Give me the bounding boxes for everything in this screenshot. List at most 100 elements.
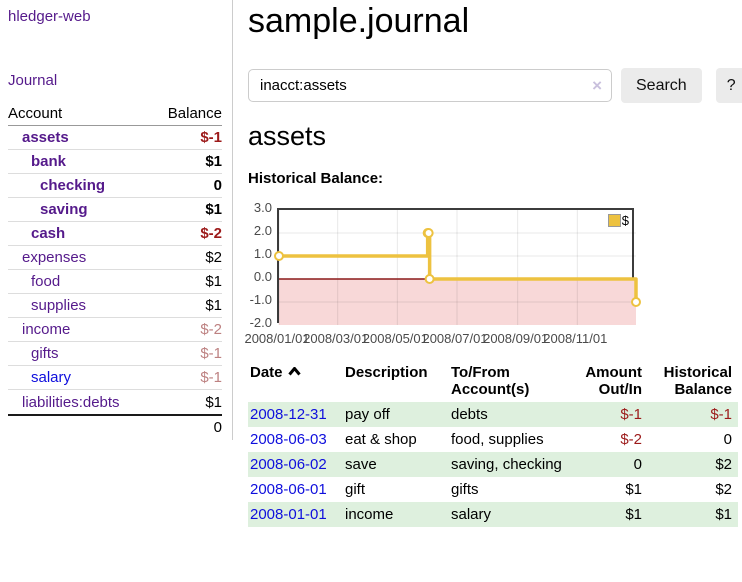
account-link-checking[interactable]: checking <box>40 177 106 194</box>
account-row: expenses $2 <box>8 246 222 270</box>
x-axis-tick-label: 2008/11/01 <box>543 331 608 346</box>
account-row: gifts $-1 <box>8 342 222 366</box>
search-bar: × Search ? <box>248 68 742 103</box>
account-balance: $2 <box>205 249 222 266</box>
transaction-accounts: food, supplies <box>451 431 544 448</box>
transaction-date-link[interactable]: 2008-06-01 <box>250 481 327 498</box>
account-link-liabilities-debts[interactable]: liabilities:debts <box>22 393 120 411</box>
y-axis-tick-label: -1.0 <box>249 292 272 307</box>
transaction-description: eat & shop <box>345 431 417 448</box>
chart-title: Historical Balance: <box>248 170 384 187</box>
account-row: assets $-1 <box>8 126 222 150</box>
transaction-date-link[interactable]: 2008-06-03 <box>250 431 327 448</box>
account-balance: $-2 <box>200 321 222 338</box>
account-link-gifts[interactable]: gifts <box>31 345 59 362</box>
y-axis-tick-label: 1.0 <box>253 246 272 261</box>
search-button[interactable]: Search <box>621 68 702 103</box>
account-link-expenses[interactable]: expenses <box>22 249 87 266</box>
date-column-header[interactable]: Date <box>248 362 345 402</box>
clear-search-icon[interactable]: × <box>592 76 602 95</box>
transaction-accounts: debts <box>451 406 488 423</box>
sort-ascending-icon <box>287 366 301 376</box>
transaction-row: 2008-06-02 save saving, checking 0 $2 <box>248 452 738 477</box>
description-column-header: Description <box>345 364 428 381</box>
transactions-header-row: Date Description To/From Account(s) Amou… <box>248 362 738 402</box>
account-link-assets[interactable]: assets <box>22 129 69 146</box>
account-link-income[interactable]: income <box>22 321 71 338</box>
app-title-link[interactable]: hledger-web <box>8 8 91 25</box>
transaction-date-link[interactable]: 2008-06-02 <box>250 456 327 473</box>
transactions-table: Date Description To/From Account(s) Amou… <box>248 362 738 527</box>
account-row: checking 0 <box>8 174 222 198</box>
account-row: liabilities:debts $1 <box>8 390 222 414</box>
accounts-table: Account Balance assets $-1 bank $1 checkin… <box>8 102 222 438</box>
transaction-accounts: saving, checking <box>451 456 562 473</box>
account-heading: assets <box>248 121 327 151</box>
account-balance: $1 <box>205 297 222 314</box>
account-link-bank[interactable]: bank <box>31 153 67 170</box>
transaction-balance: 0 <box>723 431 732 448</box>
account-balance: $1 <box>205 393 222 411</box>
y-axis-tick-label: 0.0 <box>253 269 272 284</box>
account-row: income $-2 <box>8 318 222 342</box>
account-column-header: Account <box>8 105 63 122</box>
help-button[interactable]: ? <box>715 68 742 103</box>
accounts-column-header: To/From Account(s) <box>451 364 530 398</box>
account-link-cash[interactable]: cash <box>31 225 66 242</box>
transaction-accounts: gifts <box>451 481 479 498</box>
account-balance: $1 <box>205 273 222 290</box>
y-axis-tick-label: 3.0 <box>253 200 272 215</box>
balance-column-header: Historical Balance <box>663 364 732 398</box>
account-link-salary[interactable]: salary <box>31 369 72 386</box>
sidebar-item-journal[interactable]: Journal <box>8 72 58 89</box>
accounts-total-value: 0 <box>213 418 222 436</box>
account-balance: $-1 <box>200 345 222 362</box>
chart-legend: $ <box>607 213 629 228</box>
transaction-balance: $1 <box>715 506 732 523</box>
account-row: supplies $1 <box>8 294 222 318</box>
transaction-balance: $2 <box>715 456 732 473</box>
transaction-row: 2008-06-01 gift gifts $1 $2 <box>248 477 738 502</box>
x-axis-tick-label: 2008/03/01 <box>303 331 369 346</box>
transaction-description: pay off <box>345 406 390 423</box>
x-axis-tick-label: 2008/07/01 <box>422 331 488 346</box>
x-axis-tick-label: 2008/01/01 <box>244 331 310 346</box>
search-input[interactable] <box>248 69 612 102</box>
transaction-description: gift <box>345 481 366 498</box>
legend-swatch <box>607 214 621 227</box>
transaction-balance: $-1 <box>710 406 732 423</box>
account-row: saving $1 <box>8 198 222 222</box>
account-balance: $-1 <box>200 129 222 146</box>
x-axis-tick-label: 2008/05/01 <box>362 331 428 346</box>
account-link-saving[interactable]: saving <box>40 201 88 218</box>
transaction-row: 2008-01-01 income salary $1 $1 <box>248 502 738 527</box>
account-row: salary $-1 <box>8 366 222 390</box>
y-axis-tick-label: 2.0 <box>253 223 272 238</box>
page-title: sample.journal <box>248 2 470 40</box>
x-axis-tick-label: 2008/09/01 <box>483 331 549 346</box>
account-link-supplies[interactable]: supplies <box>31 297 87 314</box>
legend-label: $ <box>621 213 629 228</box>
transaction-description: income <box>345 506 394 523</box>
account-balance: $1 <box>205 201 222 218</box>
balance-column-header: Balance <box>167 105 222 122</box>
account-row: cash $-2 <box>8 222 222 246</box>
transaction-accounts: salary <box>451 506 492 523</box>
accounts-total-row: 0 <box>8 414 222 438</box>
transaction-amount: $1 <box>625 481 642 498</box>
transaction-amount: $-2 <box>620 431 642 448</box>
chart-y-axis: 3.0 2.0 1.0 0.0 -1.0 -2.0 <box>238 200 272 330</box>
transaction-amount: $1 <box>625 506 642 523</box>
chart-canvas <box>274 210 641 325</box>
account-row: bank $1 <box>8 150 222 174</box>
transaction-row: 2008-12-31 pay off debts $-1 $-1 <box>248 402 738 427</box>
account-balance: $-1 <box>200 369 222 386</box>
transaction-date-link[interactable]: 2008-01-01 <box>250 506 327 523</box>
account-balance: $-2 <box>200 225 222 242</box>
transaction-row: 2008-06-03 eat & shop food, supplies $-2… <box>248 427 738 452</box>
sidebar: hledger-web Journal Account Balance asse… <box>0 0 233 440</box>
transaction-description: save <box>345 456 377 473</box>
transaction-amount: $-1 <box>620 406 642 423</box>
transaction-date-link[interactable]: 2008-12-31 <box>250 406 327 423</box>
account-link-food[interactable]: food <box>31 273 61 290</box>
